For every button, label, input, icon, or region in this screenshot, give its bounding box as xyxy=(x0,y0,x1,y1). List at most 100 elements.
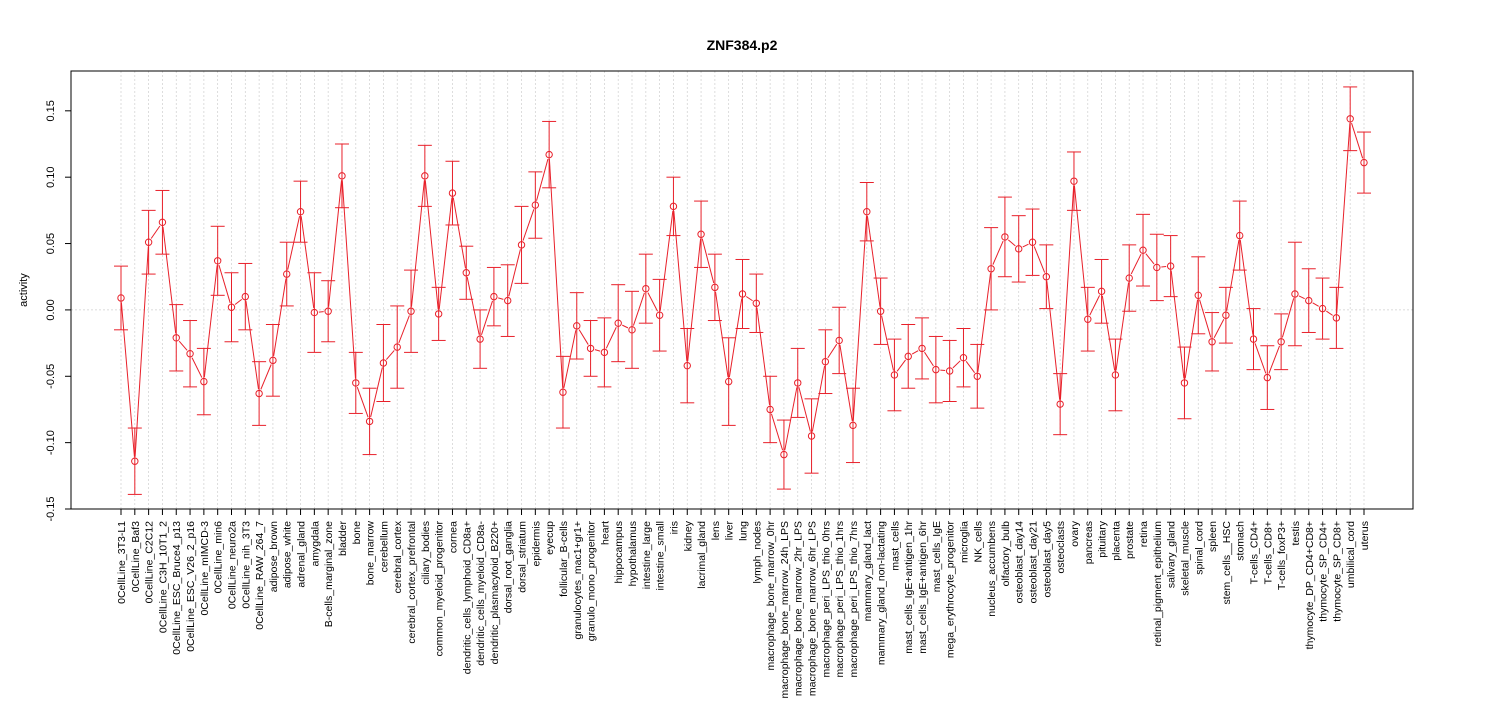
error-bar xyxy=(334,143,349,209)
error-bar xyxy=(1149,233,1164,302)
x-tick-label: mast_cells_IgE+antigen_6hr xyxy=(917,521,929,654)
data-point xyxy=(683,361,691,370)
x-tick-label: retinal_pigment_epithelium xyxy=(1152,521,1164,647)
error-bar xyxy=(307,272,322,353)
data-point xyxy=(904,352,912,361)
data-point xyxy=(517,241,526,249)
data-point xyxy=(559,388,567,396)
data-point xyxy=(835,336,843,345)
series-segment xyxy=(965,361,976,373)
error-bar xyxy=(238,262,253,331)
x-tick-label: nucleus_accumbens xyxy=(986,521,998,617)
series-segment xyxy=(548,159,564,388)
error-bar xyxy=(707,253,722,322)
error-bar xyxy=(1357,131,1371,194)
data-point xyxy=(932,365,940,374)
x-tick-label: common_myeloid_progenitor xyxy=(434,521,446,657)
x-tick-label: granulo_mono_progenitor xyxy=(586,521,598,642)
x-axis: 0CellLine_3T3-L1 0CellLine_Baf3 0CellLine_… xyxy=(116,509,1371,698)
data-point xyxy=(393,343,401,351)
series-segment xyxy=(715,291,729,378)
series-segment xyxy=(881,315,894,371)
x-tick-label: hypothalamus xyxy=(627,521,639,586)
x-tick-label: macrophage_peri_LPS_thio_1hrs xyxy=(834,521,846,677)
x-tick-label: 0CellLine_nih_3T3 xyxy=(240,521,252,609)
error-bar xyxy=(114,265,128,331)
series-segment xyxy=(811,366,826,432)
error-bar xyxy=(915,317,930,380)
series-segment xyxy=(120,302,135,457)
error-bar xyxy=(749,273,764,333)
x-tick-label: dendritic_cells_myeloid_CD8a- xyxy=(475,520,487,665)
error-bar xyxy=(804,398,819,474)
x-tick-label: adrenal_gland xyxy=(296,521,308,588)
error-bar xyxy=(597,317,612,388)
series-segment xyxy=(1298,295,1305,300)
error-bar xyxy=(956,327,971,388)
data-point xyxy=(324,307,332,315)
data-point xyxy=(821,357,830,366)
data-point xyxy=(1291,290,1299,298)
x-tick-label: osteoblast_day5 xyxy=(1041,521,1053,598)
series-segment xyxy=(701,238,715,284)
x-tick-label: prostate xyxy=(1124,521,1136,559)
series-segment xyxy=(1130,253,1142,275)
data-point xyxy=(794,379,802,387)
series-segment xyxy=(424,180,439,310)
series-segment xyxy=(287,215,301,270)
data-point xyxy=(1001,233,1009,241)
x-tick-label: heart xyxy=(599,521,611,545)
series-segment xyxy=(827,343,838,359)
error-bar xyxy=(1232,200,1247,271)
series-segment xyxy=(1254,343,1267,374)
series-segment xyxy=(1007,239,1016,247)
data-point xyxy=(158,218,167,227)
data-point xyxy=(849,421,857,430)
error-bar xyxy=(984,227,999,311)
data-point xyxy=(172,334,180,342)
series-segment xyxy=(134,246,149,457)
series-segment xyxy=(385,350,395,360)
x-tick-label: epidermis xyxy=(530,521,542,567)
x-tick-label: mast_cells xyxy=(889,521,901,571)
data-point xyxy=(697,230,705,238)
data-point xyxy=(131,457,139,465)
error-bar xyxy=(500,264,515,337)
y-tick-label: -0.05 xyxy=(45,364,57,389)
error-bar xyxy=(528,171,543,239)
y-axis: -0.15 -0.10 -0.05 0.00 0.05 0.10 0.15 xyxy=(45,100,71,522)
y-tick-label: 0.05 xyxy=(45,233,57,254)
error-bar xyxy=(638,253,653,324)
data-point xyxy=(1332,314,1341,322)
error-bar xyxy=(859,181,874,242)
data-point xyxy=(338,172,346,180)
x-tick-label: mammary_gland_lact xyxy=(862,521,874,621)
error-bar xyxy=(997,196,1012,278)
series-segment xyxy=(563,330,577,388)
x-tick-label: lens xyxy=(710,521,722,540)
series-segment xyxy=(952,360,961,369)
series-segment xyxy=(508,249,521,297)
error-bar xyxy=(1274,313,1289,371)
series-segment xyxy=(784,387,798,451)
data-point xyxy=(255,389,263,398)
x-tick-label: mast_cells_IgE xyxy=(931,521,943,592)
data-point xyxy=(283,270,291,278)
data-point xyxy=(573,322,581,330)
error-bar xyxy=(265,324,280,397)
data-point xyxy=(504,296,512,305)
x-tick-label: mammary_gland_non-lactating xyxy=(876,521,888,665)
series-segment xyxy=(260,364,272,390)
series-segment xyxy=(203,265,218,378)
series-segment xyxy=(341,180,356,379)
series-segment xyxy=(924,351,934,367)
series-segment xyxy=(522,209,535,241)
series-segment xyxy=(1239,239,1254,335)
error-bar xyxy=(666,176,681,237)
x-tick-label: lacrimal_gland xyxy=(696,521,708,589)
error-bar xyxy=(417,144,432,207)
x-tick-label: lymph_nodes xyxy=(751,521,763,583)
series-segment xyxy=(756,307,771,406)
error-bar xyxy=(1191,256,1206,335)
